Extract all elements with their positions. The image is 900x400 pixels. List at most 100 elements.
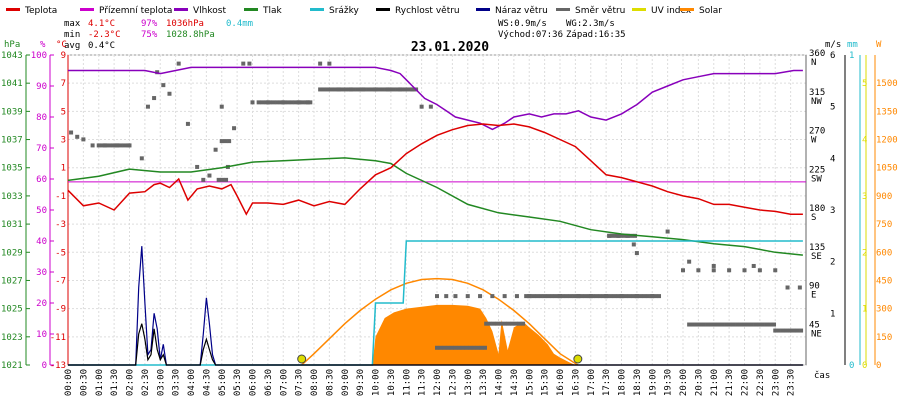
wind-direction-point bbox=[468, 345, 473, 350]
wind-direction-point bbox=[773, 328, 778, 333]
legend-label: Směr větru bbox=[575, 6, 625, 16]
legend-label: Tlak bbox=[262, 6, 283, 16]
wind-direction-point bbox=[572, 294, 577, 299]
wind-direction-point bbox=[195, 164, 200, 169]
x-tick-label: 22:30 bbox=[756, 369, 766, 396]
wind-direction-point bbox=[410, 87, 415, 92]
wind-direction-point bbox=[176, 61, 181, 66]
w-tick-label: 1200 bbox=[876, 136, 898, 146]
x-tick-label: 20:00 bbox=[679, 369, 689, 396]
degc-axis-label: °C bbox=[56, 40, 67, 50]
wind-direction-point bbox=[772, 322, 777, 327]
x-tick-label: 06:00 bbox=[249, 369, 259, 396]
wind-direction-point bbox=[366, 87, 371, 92]
w-tick-label: 1350 bbox=[876, 107, 898, 117]
wind-direction-point bbox=[264, 100, 269, 105]
wind-direction-point bbox=[126, 143, 131, 148]
wind-direction-point bbox=[564, 294, 569, 299]
wind-direction-point bbox=[788, 328, 793, 333]
wind-direction-point bbox=[275, 100, 280, 105]
legend-label: Rychlost větru bbox=[395, 6, 460, 16]
wind-direction-point bbox=[681, 268, 685, 273]
legend-label: Vlhkost bbox=[193, 6, 226, 16]
x-tick-label: 23:00 bbox=[771, 369, 781, 396]
stat-ws: WS:0.9m/s bbox=[498, 19, 547, 29]
wind-direction-point bbox=[435, 345, 439, 350]
series-Vlhkost bbox=[68, 66, 803, 131]
degc-tick-label: -9 bbox=[55, 305, 66, 315]
x-tick-label: 03:00 bbox=[156, 369, 166, 396]
wind-direction-point bbox=[395, 87, 400, 92]
wind-direction-point bbox=[232, 126, 237, 131]
x-tick-label: 23:30 bbox=[787, 369, 797, 396]
wind-direction-point bbox=[247, 61, 252, 66]
stat-max-press: 1036hPa bbox=[166, 19, 204, 29]
x-tick-label: 20:30 bbox=[694, 369, 704, 396]
w-tick-label: 600 bbox=[876, 248, 892, 258]
wind-direction-point bbox=[727, 322, 732, 327]
wind-direction-point bbox=[340, 87, 345, 92]
wind-direction-point bbox=[250, 100, 255, 105]
wind-direction-point bbox=[490, 294, 495, 299]
legend: Teplota Přízemní teplota Vlhkost Tlak Srážky… bbox=[6, 6, 722, 16]
wind-direction-point bbox=[612, 294, 617, 299]
wind-direction-point bbox=[321, 87, 326, 92]
x-tick-label: 08:30 bbox=[325, 369, 335, 396]
x-tick-label: 21:30 bbox=[725, 369, 735, 396]
wind-direction-point bbox=[227, 139, 232, 144]
dir-compass-label: SW bbox=[811, 174, 822, 184]
wind-direction-point bbox=[561, 294, 566, 299]
wind-direction-point bbox=[161, 83, 166, 88]
solar-area bbox=[372, 304, 576, 365]
x-tick-label: 13:30 bbox=[479, 369, 489, 396]
w-tick-label: 450 bbox=[876, 276, 892, 286]
degc-tick-label: -11 bbox=[50, 333, 66, 343]
wind-direction-point bbox=[601, 294, 606, 299]
series-wind bbox=[68, 323, 803, 366]
wind-direction-point bbox=[687, 259, 692, 264]
wind-direction-point bbox=[453, 345, 458, 350]
wind-direction-point bbox=[711, 263, 716, 268]
wind-direction-point bbox=[553, 294, 558, 299]
wind-direction-point bbox=[100, 143, 105, 148]
stat-min-label: min bbox=[64, 30, 80, 40]
wind-direction-point bbox=[594, 294, 599, 299]
axes: 00:00 00:30 01:00 01:30 02:00 02:30 03:00 03:30… bbox=[1, 40, 898, 396]
wind-direction-point bbox=[403, 87, 408, 92]
uv-tick-label: 0 bbox=[862, 361, 867, 371]
wind-direction-point bbox=[293, 100, 298, 105]
wind-direction-point bbox=[784, 328, 789, 333]
pct-tick-label: 60 bbox=[36, 175, 47, 185]
x-tick-label: 13:00 bbox=[464, 369, 474, 396]
pct-tick-label: 10 bbox=[36, 330, 47, 340]
wind-direction-point bbox=[362, 87, 367, 92]
wind-direction-point bbox=[557, 294, 562, 299]
wind-direction-point bbox=[388, 87, 393, 92]
uv-tick-label: 4 bbox=[862, 136, 867, 146]
wind-direction-point bbox=[438, 345, 443, 350]
wind-direction-point bbox=[355, 87, 360, 92]
wind-direction-point bbox=[583, 294, 588, 299]
wind-direction-point bbox=[478, 294, 483, 299]
ms-tick-label: 3 bbox=[830, 206, 835, 216]
dir-compass-label: W bbox=[811, 136, 817, 146]
wind-direction-point bbox=[631, 294, 636, 299]
wind-direction-point bbox=[453, 294, 458, 299]
wind-direction-point bbox=[332, 87, 337, 92]
legend-label: UV index bbox=[651, 6, 692, 16]
wind-direction-point bbox=[152, 96, 157, 101]
x-tick-label: 12:30 bbox=[448, 369, 458, 396]
legend-label: Náraz větru bbox=[495, 6, 548, 16]
x-tick-label: 18:30 bbox=[633, 369, 643, 396]
legend-swatch bbox=[476, 8, 490, 11]
wind-direction-point bbox=[428, 104, 433, 109]
wind-direction-point bbox=[475, 345, 480, 350]
wind-direction-point bbox=[513, 321, 518, 326]
wind-direction-point bbox=[122, 143, 127, 148]
x-tick-label: 15:30 bbox=[541, 369, 551, 396]
wind-direction-point bbox=[621, 233, 626, 238]
wind-direction-point bbox=[256, 100, 261, 105]
x-tick-label: 07:00 bbox=[279, 369, 289, 396]
wind-direction-point bbox=[607, 233, 612, 238]
